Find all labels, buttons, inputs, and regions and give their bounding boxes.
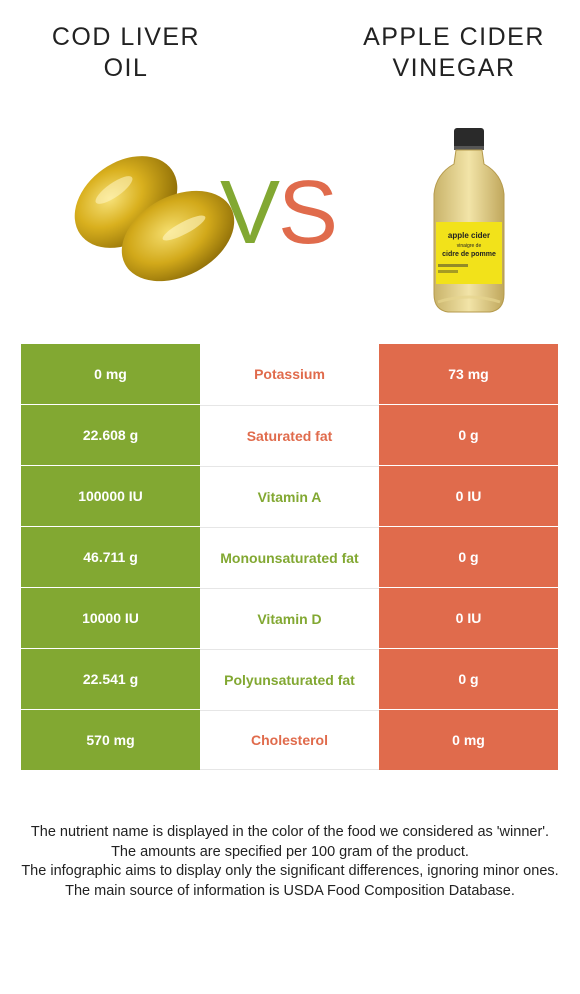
footer-line: The amounts are specified per 100 gram o… [111, 843, 469, 860]
svg-text:cidre de pomme: cidre de pomme [442, 251, 496, 258]
table-row: 46.711 g Monounsaturated fat 0 g [21, 527, 558, 588]
footer-line: The main source of information is USDA F… [65, 882, 515, 899]
nutrient-name: Saturated fat [200, 405, 379, 465]
apple-cider-vinegar-bottle-image: apple cider vinaigre de cidre de pomme [433, 128, 505, 313]
cod-liver-oil-capsules-image [74, 156, 235, 282]
nutrient-name: Cholesterol [200, 710, 379, 770]
apple-cider-vinegar-value: 0 IU [379, 588, 558, 648]
apple-cider-vinegar-value: 0 mg [379, 710, 558, 770]
cod-liver-oil-value: 570 mg [21, 710, 200, 770]
apple-cider-vinegar-value: 0 g [379, 649, 558, 709]
nutrient-name: Monounsaturated fat [200, 527, 379, 587]
nutrient-name: Vitamin A [200, 466, 379, 526]
table-row: 22.608 g Saturated fat 0 g [21, 405, 558, 466]
svg-text:apple cider: apple cider [448, 231, 490, 240]
table-row: 22.541 g Polyunsaturated fat 0 g [21, 649, 558, 710]
vs-v: V [220, 163, 280, 263]
apple-cider-vinegar-value: 73 mg [379, 344, 558, 404]
comparison-table: 0 mg Potassium 73 mg 22.608 g Saturated fat 0… [21, 344, 558, 770]
right-food-title: APPLE CIDER VINEGAR [363, 23, 545, 82]
cod-liver-oil-value: 100000 IU [21, 466, 200, 526]
footer-line: The infographic aims to display only the… [21, 863, 559, 879]
cod-liver-oil-value: 22.608 g [21, 405, 200, 465]
bottle-label-icon [436, 222, 502, 284]
apple-cider-vinegar-value: 0 g [379, 405, 558, 465]
cod-liver-oil-value: 0 mg [21, 344, 200, 404]
footer-line: The nutrient name is displayed in the co… [30, 824, 550, 840]
vs-label: VS [220, 168, 338, 258]
apple-cider-vinegar-value: 0 IU [379, 466, 558, 526]
vs-s: S [278, 163, 338, 263]
capsule-front-icon [121, 190, 235, 282]
cod-liver-oil-value: 46.711 g [21, 527, 200, 587]
table-row: 0 mg Potassium 73 mg [21, 344, 558, 405]
cod-liver-oil-value: 22.541 g [21, 649, 200, 709]
svg-text:vinaigre de: vinaigre de [457, 243, 482, 249]
nutrient-name: Polyunsaturated fat [200, 649, 379, 709]
cod-liver-oil-value: 10000 IU [21, 588, 200, 648]
nutrient-name: Potassium [200, 344, 379, 404]
apple-cider-vinegar-value: 0 g [379, 527, 558, 587]
bottle-cap-icon [454, 128, 484, 150]
footer-notes: The nutrient name is displayed in the co… [20, 823, 560, 901]
nutrient-name: Vitamin D [200, 588, 379, 648]
table-row: 570 mg Cholesterol 0 mg [21, 710, 558, 770]
left-food-title: COD LIVER OIL [51, 23, 201, 82]
